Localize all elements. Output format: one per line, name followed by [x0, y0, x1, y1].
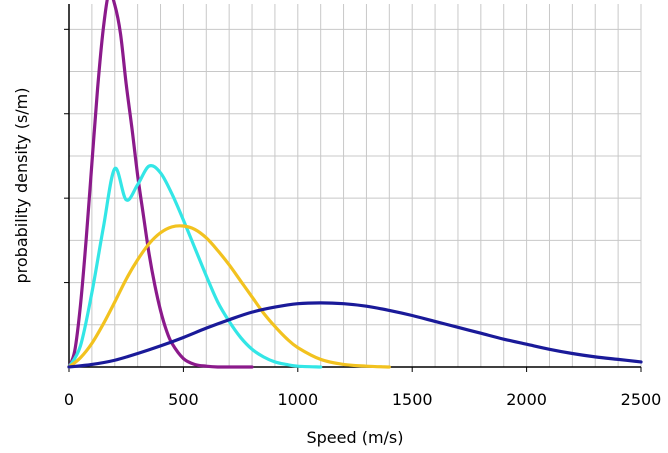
- x-tick-label: 2500: [621, 390, 662, 409]
- series-line-2: [67, 164, 323, 369]
- series-line-4: [67, 301, 643, 369]
- series-line-1: [67, 0, 254, 369]
- ticks: 0 500 1000 1500 2000 2500: [64, 28, 662, 409]
- x-tick-label: 1500: [392, 390, 433, 409]
- x-tick-label: 500: [168, 390, 199, 409]
- x-tick-label: 1000: [277, 390, 318, 409]
- x-tick-label: 2000: [506, 390, 547, 409]
- x-tick-label: 0: [64, 390, 74, 409]
- series-line-3: [67, 224, 391, 369]
- y-axis-title: probability density (s/m): [12, 88, 31, 284]
- grid: [69, 4, 642, 367]
- series: [67, 0, 643, 369]
- axes: [68, 4, 641, 368]
- x-axis-title: Speed (m/s): [306, 428, 403, 447]
